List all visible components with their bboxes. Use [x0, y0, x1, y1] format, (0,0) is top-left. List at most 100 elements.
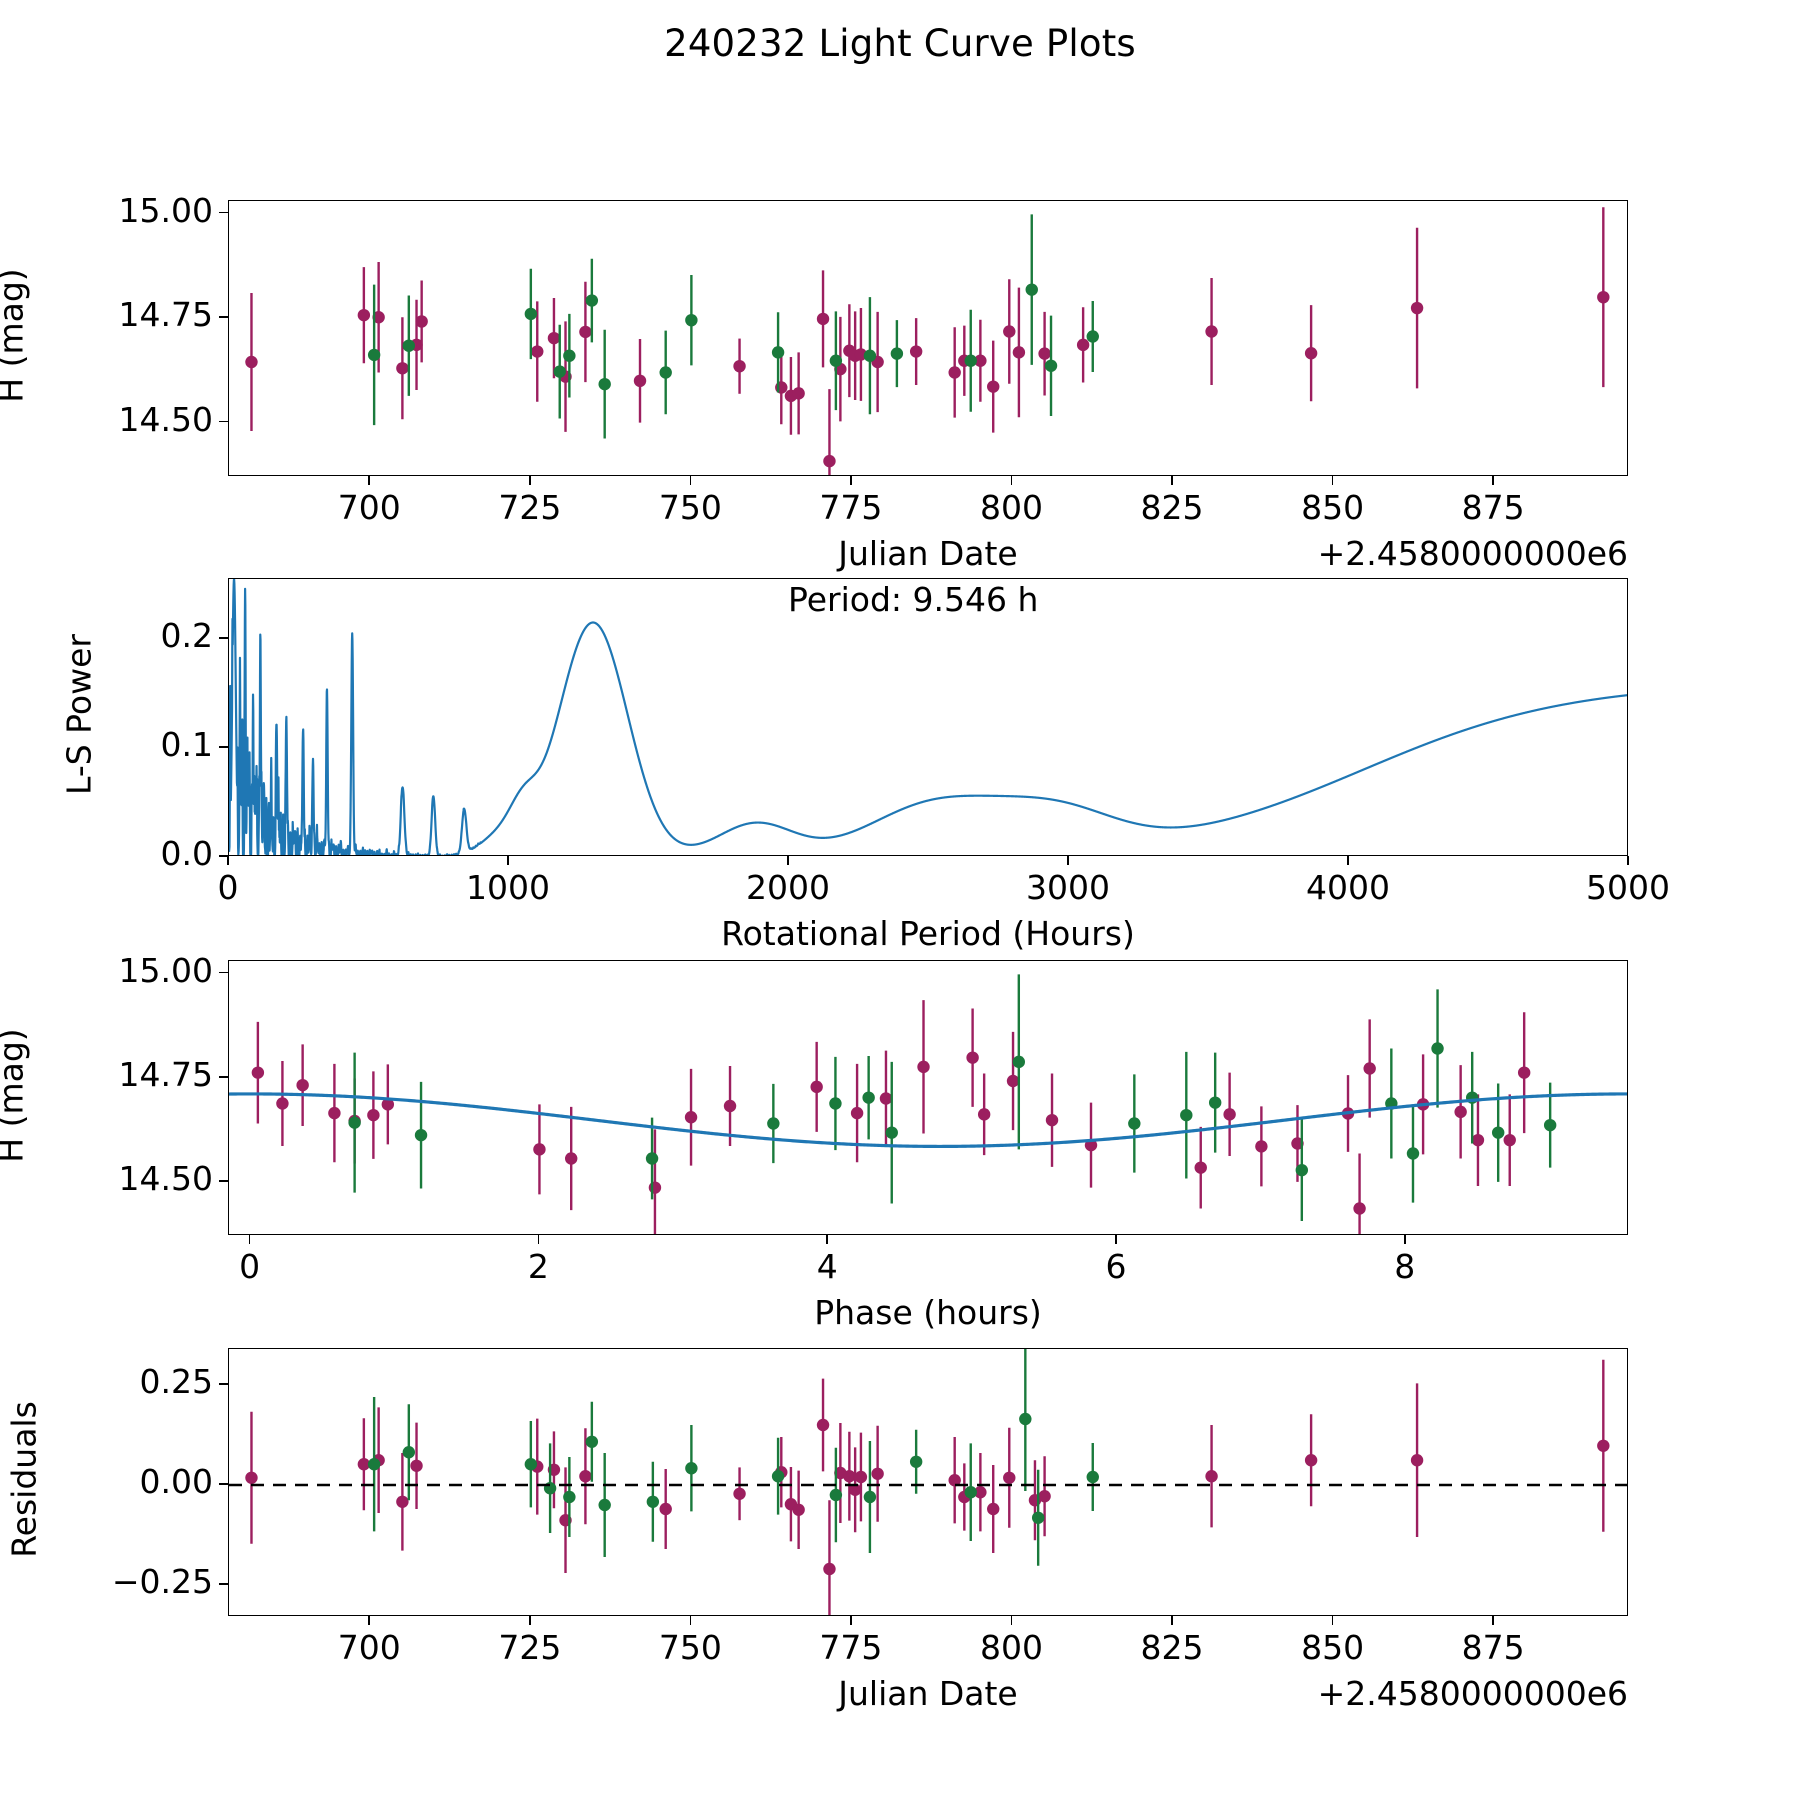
x-tick-mark [1171, 1616, 1173, 1625]
x-tick-mark [1403, 1235, 1406, 1244]
x-tick-mark [1627, 856, 1629, 865]
data-series-series_a [245, 1359, 1610, 1615]
x-tick-mark [368, 1616, 371, 1625]
data-series-series_b [348, 974, 1557, 1221]
x-tick-label: 0 [239, 1247, 261, 1286]
residuals-axes [228, 1348, 1628, 1616]
y-tick-mark [219, 316, 228, 318]
x-tick-label: 1000 [466, 868, 550, 907]
x-tick-mark [248, 1235, 251, 1244]
x-tick-label: 800 [979, 1628, 1043, 1667]
x-tick-mark [1010, 476, 1013, 485]
x-tick-label: 775 [819, 488, 883, 527]
x-tick-mark [537, 1235, 540, 1244]
x-tick-label: 750 [658, 1628, 722, 1667]
x-tick-label: 875 [1461, 488, 1525, 527]
y-tick-mark [219, 1179, 228, 1182]
x-tick-label: 750 [658, 488, 722, 527]
x-tick-mark [1171, 476, 1173, 485]
x-tick-label: 725 [498, 488, 562, 527]
lightcurve-x-axis-label: Julian Date [838, 534, 1018, 573]
y-tick-label: 14.75 [118, 295, 213, 335]
x-tick-mark [1492, 476, 1494, 485]
x-tick-label: 5000 [1586, 868, 1670, 907]
x-tick-label: 800 [979, 488, 1043, 527]
x-tick-label: 2 [527, 1247, 549, 1286]
y-tick-mark [219, 1483, 228, 1485]
x-tick-label: 725 [498, 1628, 562, 1667]
residuals-x-axis-label: Julian Date [838, 1674, 1018, 1713]
residuals-x-offset-text: +2.4580000000e6 [1317, 1674, 1628, 1713]
y-tick-label: −0.25 [111, 1562, 213, 1601]
y-tick-mark [219, 855, 228, 857]
x-tick-label: 700 [337, 488, 401, 527]
x-tick-mark [1010, 1616, 1013, 1625]
data-series-series_a [245, 207, 1610, 475]
periodogram-curve [229, 579, 1627, 855]
x-tick-mark [1347, 856, 1349, 865]
y-tick-label: 0.2 [160, 615, 213, 655]
x-tick-mark [1331, 1616, 1334, 1625]
x-tick-mark [787, 856, 789, 865]
y-tick-label: 0.1 [160, 724, 213, 764]
y-tick-label: 0.00 [139, 1462, 213, 1501]
y-tick-label: 0.0 [160, 834, 213, 873]
x-tick-label: 4 [816, 1247, 838, 1286]
residuals-plot-area [229, 1349, 1627, 1615]
x-tick-label: 825 [1140, 1628, 1204, 1667]
x-tick-mark [528, 476, 531, 485]
y-tick-label: 15.00 [118, 190, 213, 230]
y-tick-mark [219, 1583, 228, 1585]
y-tick-mark [219, 420, 228, 423]
x-tick-mark [368, 476, 371, 485]
x-tick-mark [1067, 856, 1069, 865]
y-tick-label: 14.50 [118, 1158, 213, 1198]
periodogram-plot-area [229, 579, 1627, 855]
x-tick-mark [826, 1235, 829, 1244]
y-tick-mark [219, 1075, 228, 1078]
y-tick-label: 15.00 [118, 950, 213, 990]
x-tick-label: 700 [337, 1628, 401, 1667]
lightcurve-axes [228, 200, 1628, 476]
figure-title: 240232 Light Curve Plots [664, 22, 1136, 65]
x-tick-label: 825 [1140, 488, 1204, 527]
y-tick-mark [219, 746, 228, 748]
x-tick-mark [689, 476, 692, 485]
x-tick-label: 6 [1105, 1247, 1127, 1286]
x-tick-mark [227, 856, 229, 865]
x-tick-mark [689, 1616, 692, 1625]
x-tick-mark [1331, 476, 1334, 485]
y-tick-label: 14.75 [118, 1054, 213, 1094]
x-tick-mark [850, 476, 852, 485]
y-tick-label: 14.50 [118, 399, 213, 439]
x-tick-mark [1115, 1235, 1117, 1244]
periodogram-x-axis-label: Rotational Period (Hours) [721, 914, 1135, 953]
x-tick-mark [850, 1616, 852, 1625]
phase-folded-plot-area [229, 974, 1627, 1234]
x-tick-mark [507, 856, 509, 865]
x-tick-label: 4000 [1306, 868, 1390, 907]
phase-folded-axes [228, 960, 1628, 1235]
period-annotation: Period: 9.546 h [788, 580, 1039, 619]
lightcurve-x-offset-text: +2.4580000000e6 [1317, 534, 1628, 573]
x-tick-mark [528, 1616, 531, 1625]
phase-folded-x-axis-label: Phase (hours) [814, 1293, 1042, 1332]
y-tick-label: 0.25 [139, 1362, 213, 1401]
y-tick-mark [219, 637, 228, 639]
data-series-series_b [367, 214, 1099, 439]
data-series-series_b [367, 1349, 1099, 1566]
x-tick-label: 875 [1461, 1628, 1525, 1667]
x-tick-mark [1492, 1616, 1494, 1625]
periodogram-axes [228, 578, 1628, 856]
x-tick-label: 3000 [1026, 868, 1110, 907]
y-tick-mark [219, 971, 228, 974]
x-tick-label: 0 [217, 868, 239, 907]
x-tick-label: 2000 [746, 868, 830, 907]
x-tick-label: 850 [1301, 1628, 1365, 1667]
y-tick-mark [219, 211, 228, 214]
y-tick-mark [219, 1383, 228, 1385]
x-tick-label: 850 [1301, 488, 1365, 527]
x-tick-label: 775 [819, 1628, 883, 1667]
lightcurve-plot-area [245, 207, 1610, 475]
